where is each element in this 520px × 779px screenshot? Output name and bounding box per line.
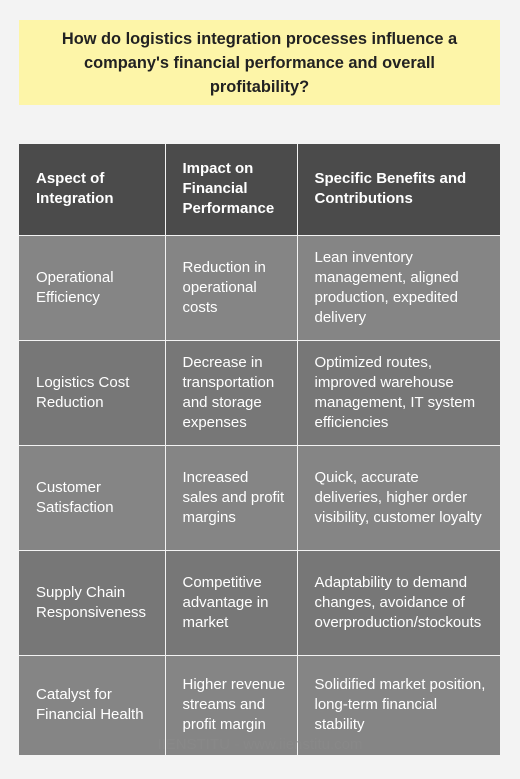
cell-benefits: Quick, accurate deliveries, higher order… [314,468,482,526]
table-row: Customer Satisfaction Increased sales an… [19,445,500,550]
cell-impact: Competitive advantage in market [165,550,298,655]
cell-benefits: Lean inventory management, aligned produ… [314,248,459,326]
header-benefits: Specific Benefits and Contributions [314,170,467,208]
cell-aspect: Supply Chain Responsiveness [19,550,166,655]
cell-benefits: Solidified market position, long-term fi… [314,676,486,734]
cell-aspect: Operational Efficiency [19,235,166,340]
footer-credit: IIENSTITU - www.iienstitu.com [157,736,363,753]
table-row: Logistics Cost Reduction Decrease in tra… [19,340,500,445]
comparison-table: Aspect of Integration Impact on Financia… [19,144,500,755]
cell-aspect: Customer Satisfaction [19,445,166,550]
table-row: Catalyst for Financial Health Higher rev… [19,655,500,755]
cell-benefits: Optimized routes, improved warehouse man… [314,353,476,431]
table-row: Operational Efficiency Reduction in oper… [19,235,500,340]
cell-impact: Reduction in operational costs [165,235,298,340]
title-box: How do logistics integration processes i… [19,20,500,105]
cell-impact: Decrease in transportation and storage e… [165,340,298,445]
cell-impact: Higher revenue streams and profit margin [165,655,298,755]
cell-aspect: Catalyst for Financial Health [19,655,166,755]
header-impact: Impact on Financial Performance [165,144,298,235]
table-header-row: Aspect of Integration Impact on Financia… [19,144,500,235]
cell-aspect: Logistics Cost Reduction [19,340,166,445]
cell-impact: Increased sales and profit margins [165,445,298,550]
table-row: Supply Chain Responsiveness Competitive … [19,550,500,655]
header-aspect: Aspect of Integration [19,144,166,235]
page-title: How do logistics integration processes i… [61,29,458,96]
cell-benefits: Adaptability to demand changes, avoidanc… [314,573,482,631]
